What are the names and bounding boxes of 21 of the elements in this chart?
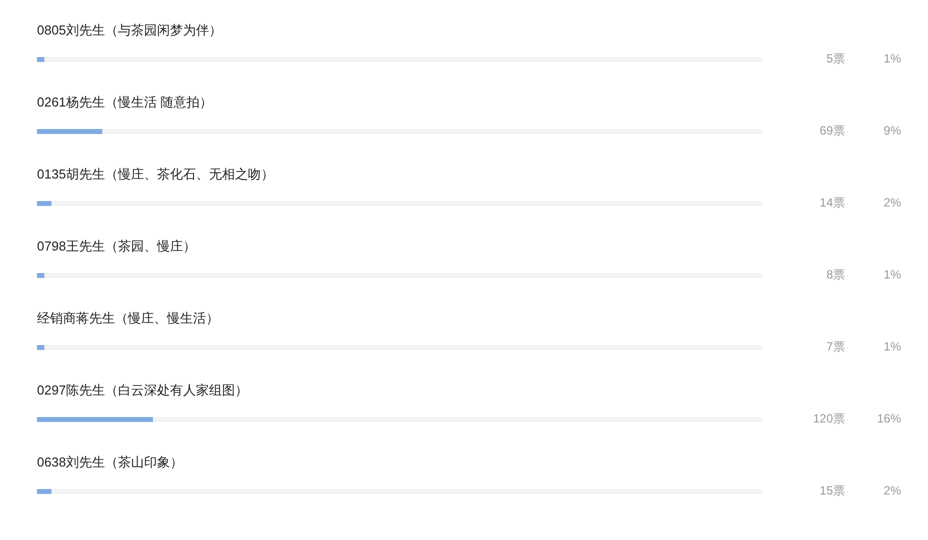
category-label: 0261杨先生（慢生活 随意拍） (37, 94, 213, 110)
category-label: 0805刘先生（与茶园闲梦为伴） (37, 22, 222, 38)
category-label: 经销商蒋先生（慢庄、慢生活） (37, 310, 219, 326)
value-label: 1% (884, 340, 901, 354)
annotation: 8票 (826, 268, 845, 282)
value-label: 2% (884, 484, 901, 498)
annotation: 120票 (812, 412, 845, 426)
annotation: 5票 (826, 52, 845, 66)
annotation: 14票 (820, 196, 845, 210)
category-label: 0297陈先生（白云深处有人家组图） (37, 382, 248, 398)
value-label: 2% (884, 196, 901, 210)
value-label: 1% (884, 52, 901, 66)
value-label: 9% (884, 124, 901, 138)
value-label: 1% (884, 268, 901, 282)
value-label: 16% (876, 412, 901, 426)
annotation: 7票 (826, 340, 845, 354)
category-label: 0638刘先生（茶山印象） (37, 454, 183, 470)
category-label: 0135胡先生（慢庄、茶化石、无相之吻） (37, 166, 274, 182)
category-label: 0798王先生（茶园、慢庄） (37, 238, 196, 254)
annotation: 15票 (820, 484, 845, 498)
annotation: 69票 (820, 124, 845, 138)
